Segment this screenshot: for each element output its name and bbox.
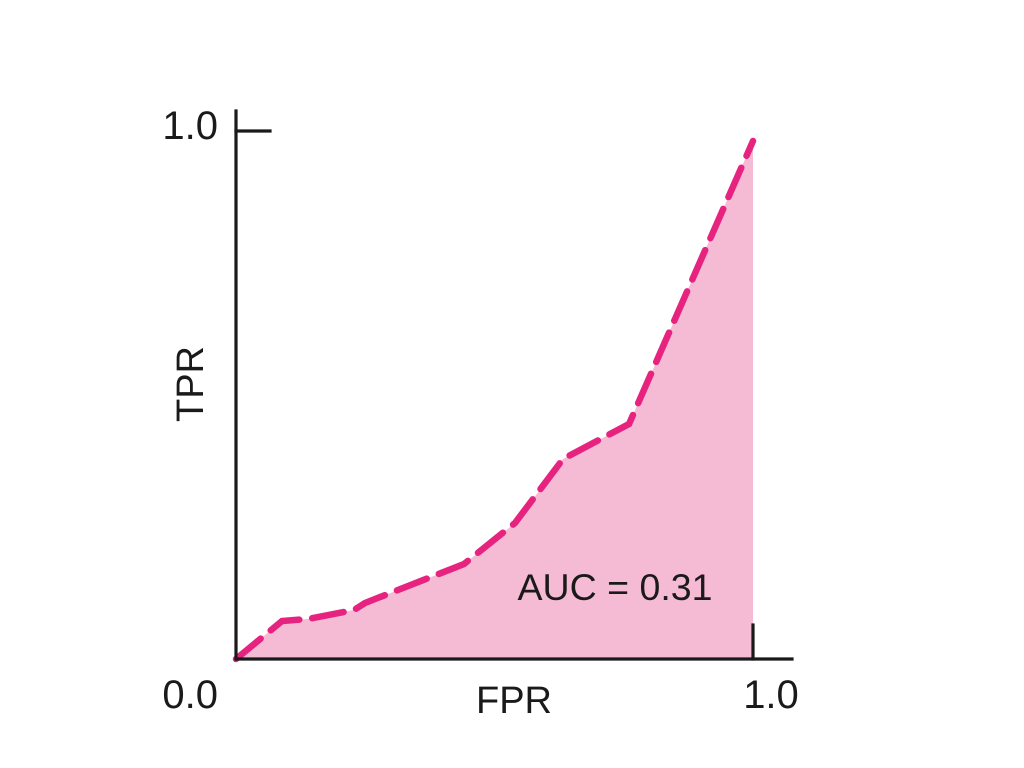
svg-text:1.0: 1.0 [743,673,799,717]
svg-text:TPR: TPR [170,346,212,422]
svg-text:1.0: 1.0 [162,104,218,148]
svg-text:AUC = 0.31: AUC = 0.31 [518,566,713,608]
svg-text:FPR: FPR [476,680,552,722]
svg-text:0.0: 0.0 [162,673,218,717]
